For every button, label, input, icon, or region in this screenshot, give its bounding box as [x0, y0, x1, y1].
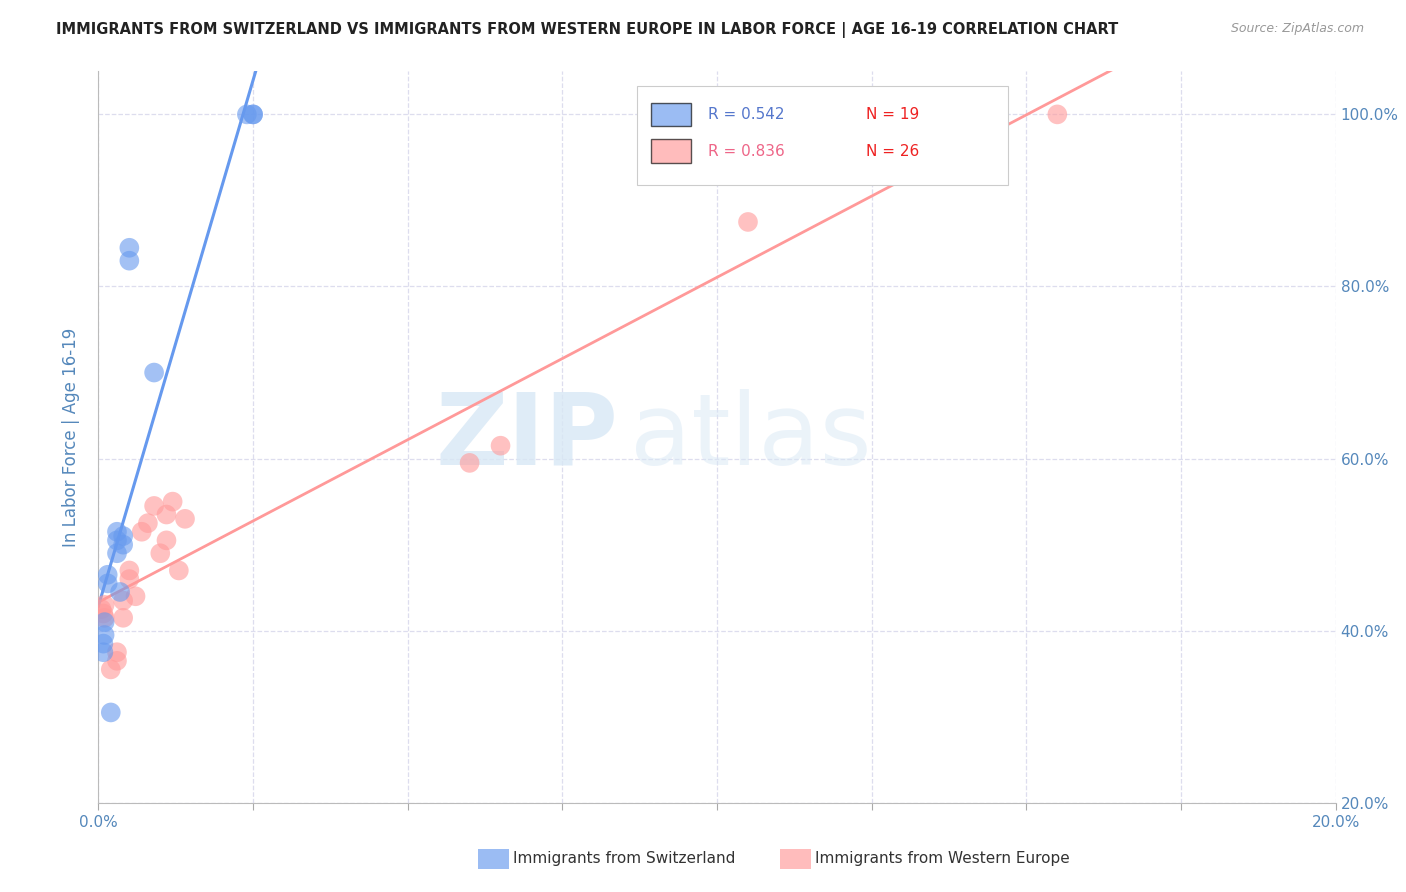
Point	[108, 585, 131, 599]
Point	[112, 538, 135, 552]
Point	[167, 564, 190, 578]
Point	[143, 499, 166, 513]
Point	[242, 107, 264, 121]
FancyBboxPatch shape	[651, 139, 692, 162]
Text: Immigrants from Western Europe: Immigrants from Western Europe	[815, 851, 1070, 865]
Point	[489, 439, 512, 453]
Y-axis label: In Labor Force | Age 16-19: In Labor Force | Age 16-19	[62, 327, 80, 547]
Point	[242, 107, 264, 121]
Text: IMMIGRANTS FROM SWITZERLAND VS IMMIGRANTS FROM WESTERN EUROPE IN LABOR FORCE | A: IMMIGRANTS FROM SWITZERLAND VS IMMIGRANT…	[56, 22, 1119, 38]
Point	[118, 572, 141, 586]
FancyBboxPatch shape	[637, 86, 1008, 185]
Point	[105, 546, 128, 560]
Text: Source: ZipAtlas.com: Source: ZipAtlas.com	[1230, 22, 1364, 36]
Point	[105, 524, 128, 539]
Point	[93, 615, 115, 629]
Point	[112, 529, 135, 543]
Point	[737, 215, 759, 229]
Point	[155, 533, 177, 548]
Point	[93, 611, 115, 625]
Point	[105, 654, 128, 668]
Point	[93, 637, 115, 651]
Text: ZIP: ZIP	[436, 389, 619, 485]
Point	[174, 512, 197, 526]
Point	[93, 598, 115, 612]
Text: N = 19: N = 19	[866, 107, 918, 122]
Point	[984, 107, 1007, 121]
Point	[118, 241, 141, 255]
Text: R = 0.542: R = 0.542	[709, 107, 785, 122]
Point	[236, 107, 259, 121]
Text: Immigrants from Switzerland: Immigrants from Switzerland	[513, 851, 735, 865]
Point	[97, 567, 120, 582]
Point	[118, 564, 141, 578]
Point	[93, 645, 115, 659]
Point	[1046, 107, 1069, 121]
Point	[124, 589, 146, 603]
Point	[112, 611, 135, 625]
Text: R = 0.836: R = 0.836	[709, 144, 785, 159]
Point	[162, 494, 184, 508]
Point	[112, 593, 135, 607]
Point	[100, 706, 122, 720]
FancyBboxPatch shape	[651, 103, 692, 127]
Point	[149, 546, 172, 560]
Point	[143, 366, 166, 380]
Point	[93, 607, 115, 621]
Point	[136, 516, 159, 530]
Point	[105, 645, 128, 659]
Text: atlas: atlas	[630, 389, 872, 485]
Point	[97, 576, 120, 591]
Point	[105, 533, 128, 548]
Point	[458, 456, 481, 470]
Point	[90, 602, 112, 616]
Point	[100, 662, 122, 676]
Text: N = 26: N = 26	[866, 144, 918, 159]
Point	[93, 628, 115, 642]
Point	[118, 253, 141, 268]
Point	[131, 524, 153, 539]
Point	[155, 508, 177, 522]
